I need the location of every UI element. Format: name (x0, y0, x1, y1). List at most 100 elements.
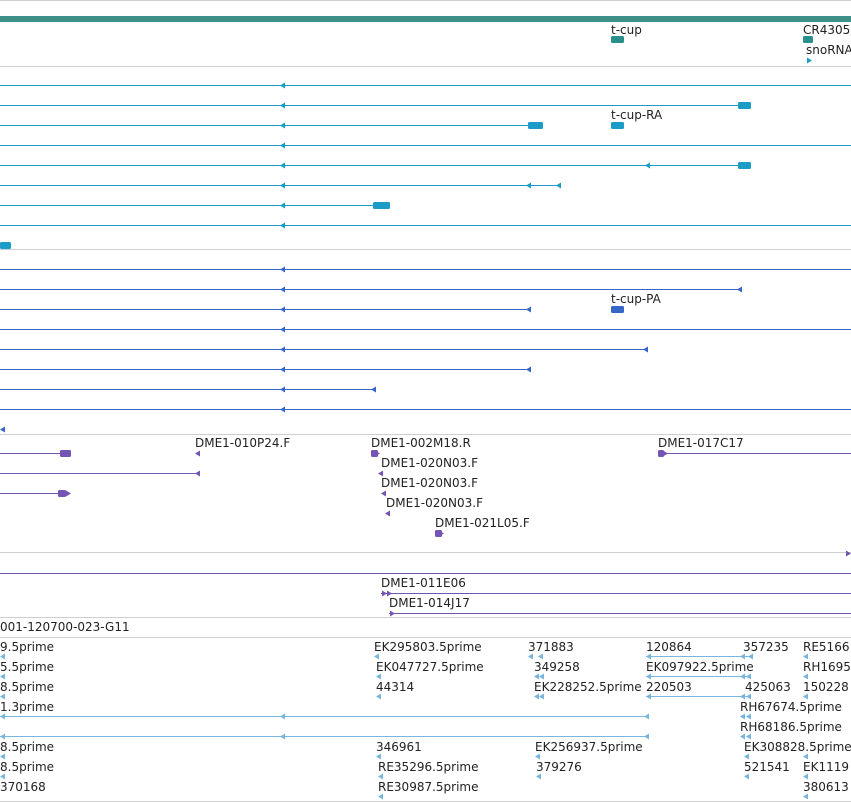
genome-overview-bar (0, 16, 851, 22)
strand-arrow (280, 142, 285, 149)
strand-arrow (746, 733, 751, 740)
exon-block[interactable] (738, 162, 751, 169)
strand-arrow (803, 693, 808, 700)
strand-arrow (385, 510, 390, 517)
strand-arrow (807, 57, 812, 64)
clone-end-label[interactable]: DME1-017C17 (658, 436, 744, 450)
strand-arrow (534, 693, 539, 700)
exon-block[interactable] (528, 122, 543, 129)
strand-arrow (381, 490, 386, 497)
est-label[interactable]: 8.5prime (0, 760, 55, 774)
gene-label[interactable]: snoRNA (806, 43, 851, 57)
est-label[interactable]: 521541 (744, 760, 790, 774)
est-label[interactable]: 371883 (528, 640, 574, 654)
strand-arrow (280, 346, 285, 353)
est-label[interactable]: 370168 (0, 780, 46, 794)
protein-block[interactable] (611, 306, 624, 313)
est-label[interactable]: EK308828.5prime (744, 740, 851, 754)
transcript-label[interactable]: t-cup-RA (611, 108, 663, 122)
est-label[interactable]: 380613 (803, 780, 849, 794)
strand-arrow (740, 733, 745, 740)
strand-arrow (280, 286, 285, 293)
gene-block[interactable] (803, 36, 813, 43)
est-label[interactable]: 5.5prime (0, 660, 55, 674)
strand-arrow (387, 590, 392, 597)
clone-end-label[interactable]: DME1-002M18.R (371, 436, 471, 450)
est-label[interactable]: RE30987.5prime (378, 780, 479, 794)
strand-arrow (536, 773, 541, 780)
est-label[interactable]: 9.5prime (0, 640, 55, 654)
gene-label[interactable]: CR4305 (803, 23, 851, 37)
clone-end-label[interactable]: DME1-020N03.F (381, 456, 479, 470)
clone-end-block[interactable] (658, 450, 664, 457)
est-label[interactable]: 357235 (743, 640, 789, 654)
est-label[interactable]: 120864 (646, 640, 692, 654)
strand-arrow (195, 450, 200, 457)
est-label[interactable]: RE5166 (803, 640, 850, 654)
strand-arrow (643, 346, 648, 353)
est-label[interactable]: EK295803.5prime (374, 640, 482, 654)
est-label[interactable]: RH1695 (803, 660, 851, 674)
est-label[interactable]: 44314 (376, 680, 415, 694)
est-label[interactable]: 349258 (534, 660, 580, 674)
est-label[interactable]: RH68186.5prime (740, 720, 842, 734)
gene-block[interactable] (611, 36, 624, 43)
strand-arrow (378, 793, 383, 800)
strand-arrow (526, 182, 531, 189)
strand-arrow (528, 653, 533, 660)
clone-end-label[interactable]: DME1-020N03.F (386, 496, 484, 510)
strand-arrow (280, 182, 285, 189)
est-label[interactable]: 150228 (803, 680, 849, 694)
strand-arrow (439, 530, 444, 537)
est-label[interactable]: RH67674.5prime (740, 700, 842, 714)
exon-block[interactable] (0, 242, 11, 249)
est-label[interactable]: 001-120700-023-G11 (0, 620, 130, 634)
est-label[interactable]: 8.5prime (0, 680, 55, 694)
est-label[interactable]: EK256937.5prime (535, 740, 643, 754)
strand-arrow (663, 450, 668, 457)
strand-arrow (280, 266, 285, 273)
est-label[interactable]: EK047727.5prime (376, 660, 484, 674)
strand-arrow (539, 693, 544, 700)
strand-arrow (376, 753, 381, 760)
clone-end-label[interactable]: DME1-010P24.F (195, 436, 291, 450)
est-label[interactable]: 220503 (646, 680, 692, 694)
strand-arrow (0, 426, 5, 433)
strand-arrow (535, 753, 540, 760)
strand-arrow (526, 306, 531, 313)
est-label[interactable]: EK228252.5prime (534, 680, 642, 694)
strand-arrow (744, 773, 749, 780)
est-label[interactable]: 379276 (536, 760, 582, 774)
strand-arrow (280, 162, 285, 169)
exon-block[interactable] (611, 122, 624, 129)
strand-arrow (803, 753, 808, 760)
est-label[interactable]: 346961 (376, 740, 422, 754)
clone-end-label[interactable]: DME1-021L05.F (435, 516, 530, 530)
est-label[interactable]: 1.3prime (0, 700, 55, 714)
strand-arrow (534, 673, 539, 680)
strand-arrow (744, 753, 749, 760)
est-label[interactable]: 8.5prime (0, 740, 55, 754)
strand-arrow (280, 306, 285, 313)
clone-end-block[interactable] (60, 450, 71, 457)
strand-arrow (378, 773, 383, 780)
protein-label[interactable]: t-cup-PA (611, 292, 661, 306)
exon-block[interactable] (373, 202, 390, 209)
exon-block[interactable] (738, 102, 751, 109)
gene-label[interactable]: t-cup (611, 23, 642, 37)
est-label[interactable]: EK097922.5prime (646, 660, 754, 674)
strand-arrow (280, 366, 285, 373)
strand-arrow (644, 713, 649, 720)
strand-arrow (66, 490, 71, 497)
est-label[interactable]: RE35296.5prime (378, 760, 479, 774)
clone-end-label[interactable]: DME1-020N03.F (381, 476, 479, 490)
est-label[interactable]: EK1119 (803, 760, 849, 774)
clone-label[interactable]: DME1-014J17 (389, 596, 470, 610)
clone-label[interactable]: DME1-011E06 (381, 576, 466, 590)
est-label[interactable]: 425063 (745, 680, 791, 694)
clone-end-block[interactable] (58, 490, 66, 497)
strand-arrow (846, 550, 851, 557)
strand-arrow (382, 590, 387, 597)
